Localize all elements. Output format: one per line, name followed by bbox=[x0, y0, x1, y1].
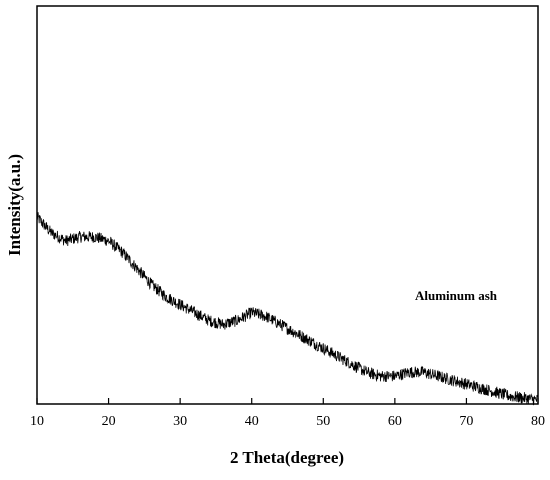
x-tick-label: 60 bbox=[388, 414, 402, 429]
x-tick-label: 40 bbox=[245, 414, 259, 429]
x-tick-label: 30 bbox=[173, 414, 187, 429]
y-axis-title: Intensity(a.u.) bbox=[5, 154, 24, 256]
annotation-label: Aluminum ash bbox=[415, 288, 498, 303]
x-tick-label: 80 bbox=[531, 414, 545, 429]
x-axis-title: 2 Theta(degree) bbox=[230, 448, 344, 467]
x-tick-label: 10 bbox=[30, 414, 44, 429]
x-tick-label: 50 bbox=[316, 414, 330, 429]
x-axis-ticks bbox=[36, 398, 539, 404]
series-line bbox=[36, 212, 539, 406]
x-axis-tick-labels: 10 20 30 40 50 60 70 80 bbox=[30, 414, 545, 429]
x-tick-label: 20 bbox=[102, 414, 116, 429]
plot-frame bbox=[36, 5, 539, 405]
x-tick-label: 70 bbox=[459, 414, 473, 429]
